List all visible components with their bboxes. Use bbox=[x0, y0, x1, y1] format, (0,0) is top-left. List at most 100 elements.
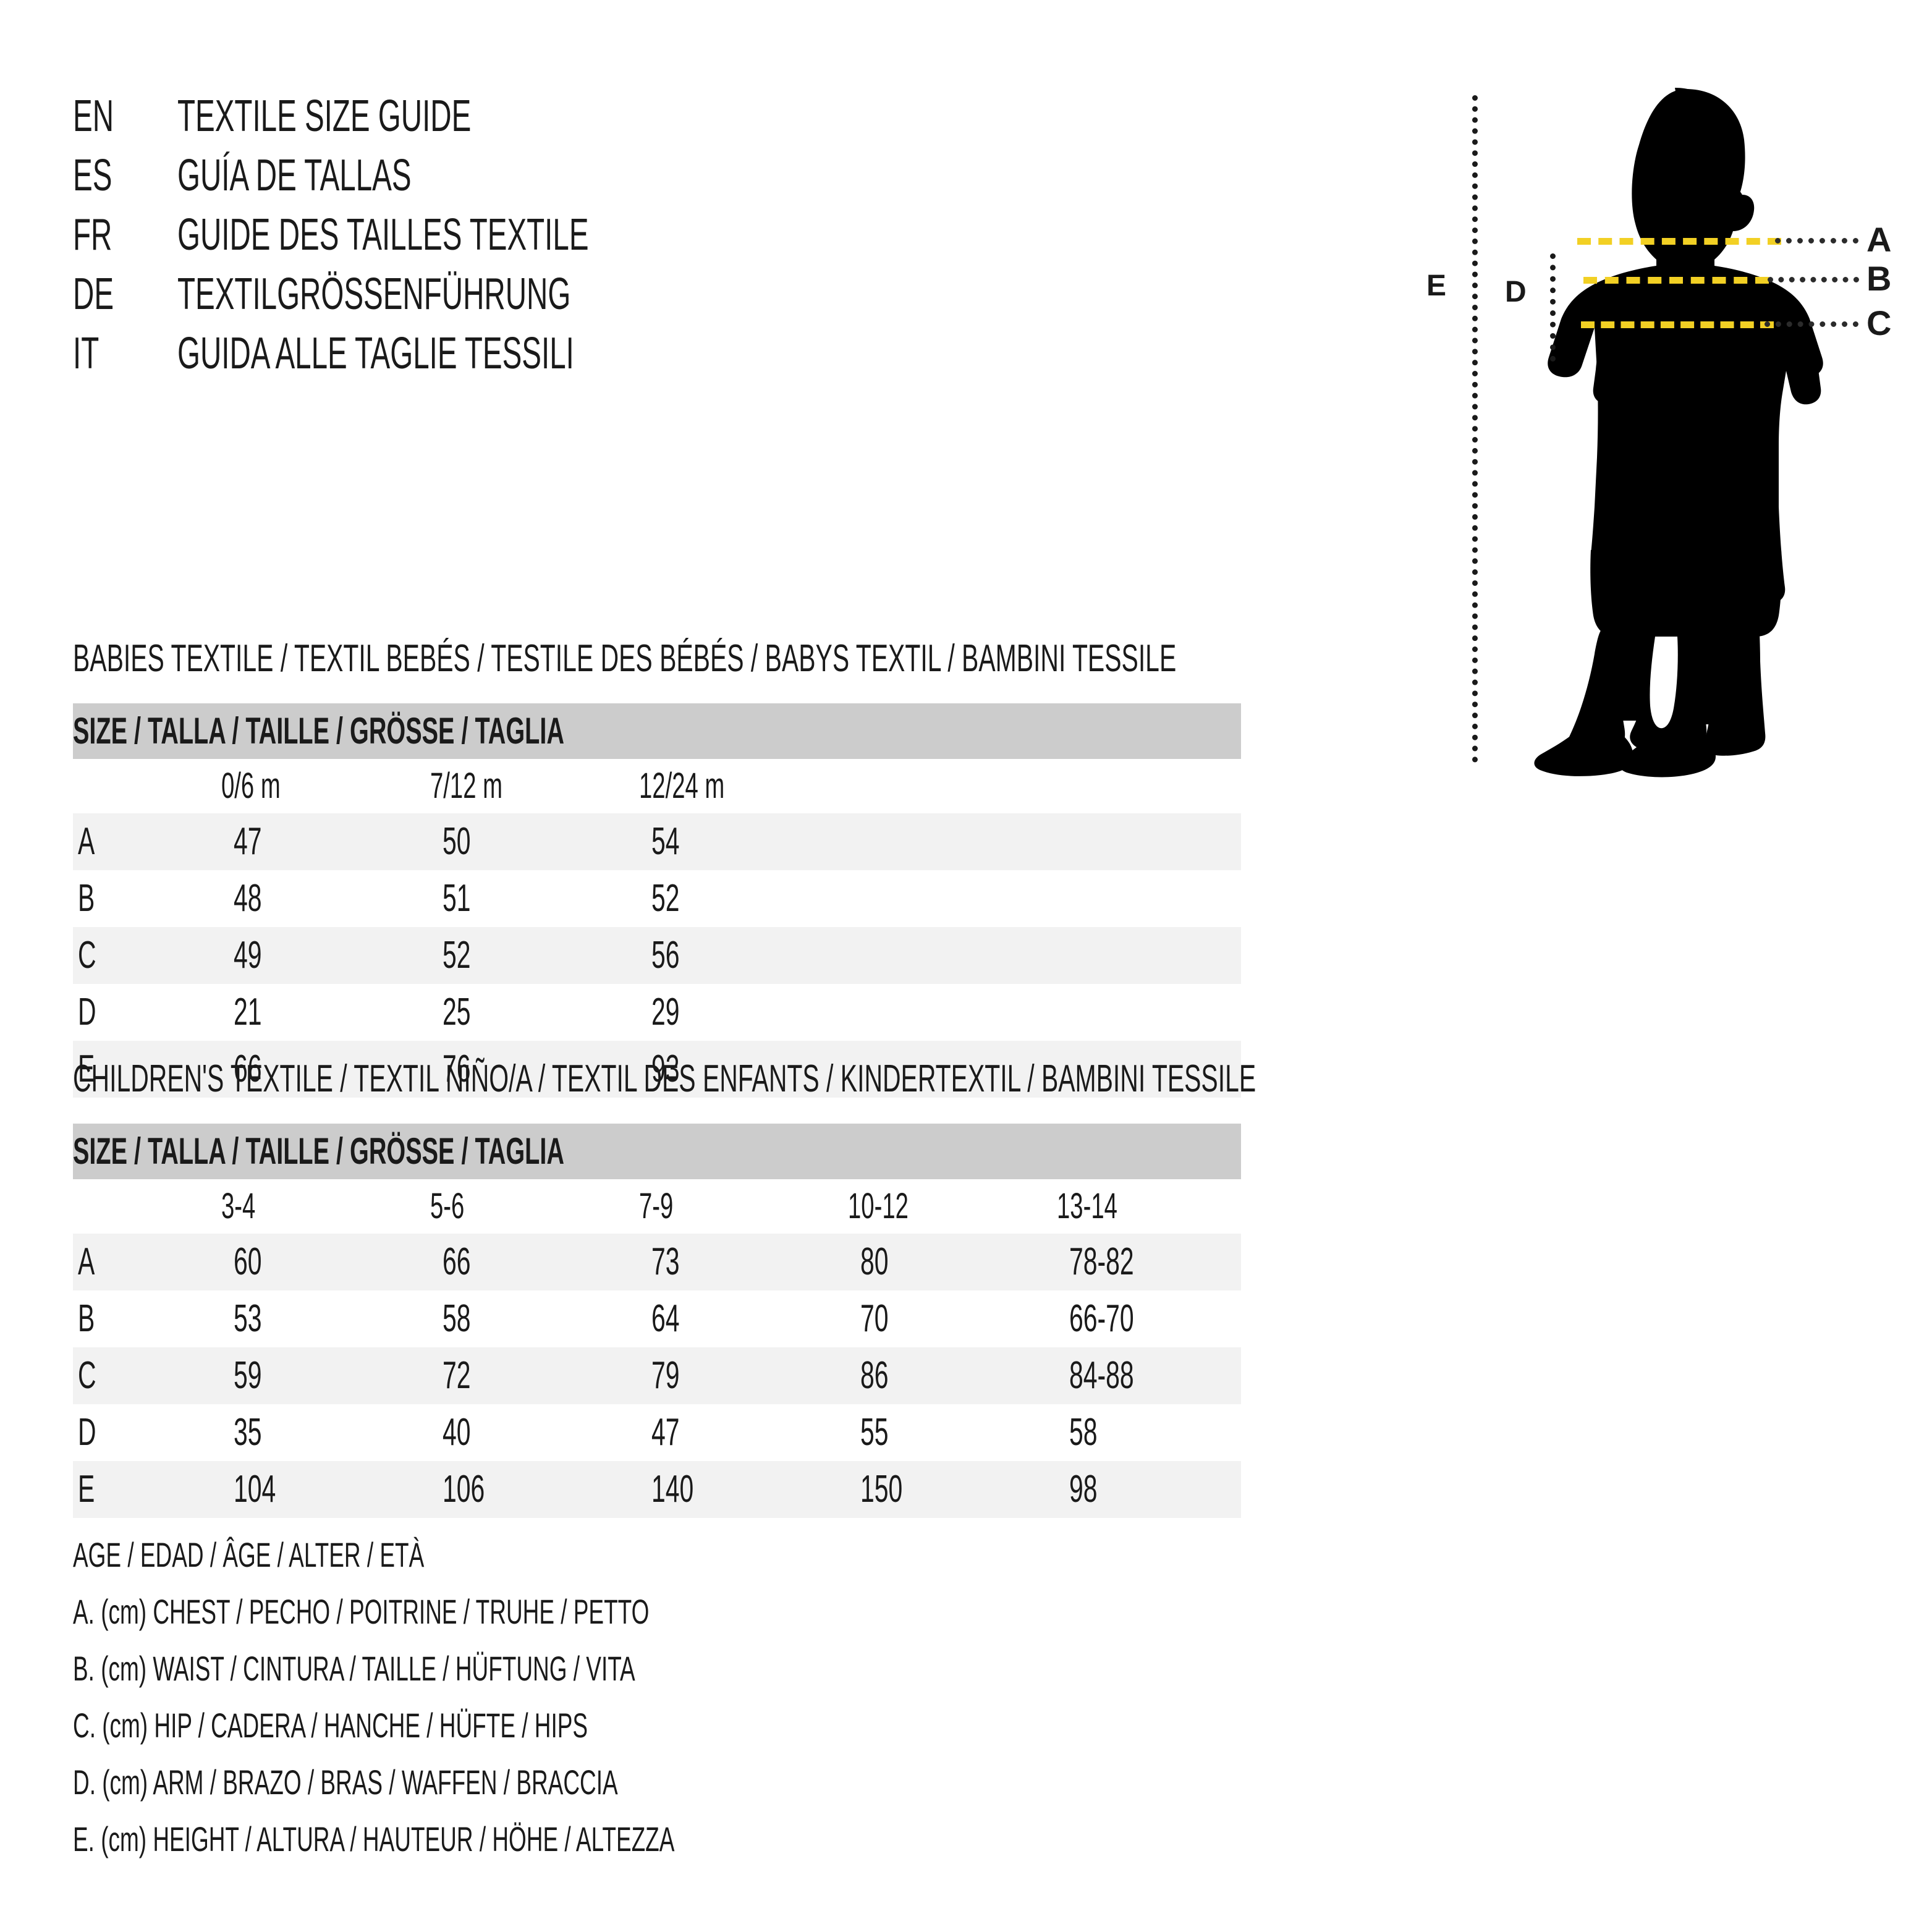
empty-cell bbox=[823, 870, 1032, 927]
babies-cell-a-0: 47 bbox=[197, 813, 405, 870]
children-col-header-0: 3-4 bbox=[197, 1179, 405, 1234]
language-row: DE TEXTILGRÖSSENFÜHRUNG bbox=[73, 265, 1309, 324]
legend-item-e: E. (cm) HEIGHT / ALTURA / HAUTEUR / HÖHE… bbox=[73, 1820, 675, 1858]
empty-cell bbox=[823, 1041, 1032, 1098]
babies-cell-d-0: 21 bbox=[234, 991, 262, 1033]
babies-col-header-1: 7/12 m bbox=[405, 759, 614, 813]
legend-item-d: D. (cm) ARM / BRAZO / BRAS / WAFFEN / BR… bbox=[73, 1763, 618, 1802]
empty-cell bbox=[1032, 927, 1242, 984]
children-cell-b-3: 70 bbox=[860, 1297, 889, 1340]
children-row-label-b: B bbox=[78, 1297, 95, 1340]
children-cell-b-2: 64 bbox=[651, 1297, 680, 1340]
language-row: EN TEXTILE SIZE GUIDE bbox=[73, 87, 1309, 146]
children-cell-c-1: 72 bbox=[405, 1347, 614, 1404]
babies-cell-c-1: 52 bbox=[405, 927, 614, 984]
height-reference-line bbox=[1472, 95, 1478, 763]
language-header-block: EN TEXTILE SIZE GUIDE ES GUÍA DE TALLAS … bbox=[73, 87, 1309, 383]
empty-cell bbox=[823, 813, 1032, 870]
babies-cell-c-0: 49 bbox=[197, 927, 405, 984]
children-cell-a-3: 80 bbox=[823, 1234, 1032, 1290]
hip-measure-line bbox=[1581, 321, 1774, 328]
empty-cell bbox=[823, 759, 1032, 813]
waist-leader-line bbox=[1768, 277, 1859, 282]
babies-cell-b-2: 52 bbox=[651, 877, 680, 920]
children-column-header-row: 3-4 5-6 7-9 10-12 13-14 bbox=[73, 1179, 1242, 1234]
children-cell-c-3: 86 bbox=[823, 1347, 1032, 1404]
babies-cell-e-0: 66 bbox=[197, 1041, 405, 1098]
babies-cell-b-0: 48 bbox=[234, 877, 262, 920]
babies-row-label-c: C bbox=[73, 927, 197, 984]
babies-section-title: BABIES TEXTILE / TEXTIL BEBÉS / TESTILE … bbox=[73, 637, 1177, 680]
babies-cell-c-2: 56 bbox=[614, 927, 823, 984]
legend-age-line: AGE / EDAD / ÂGE / ALTER / ETÀ bbox=[73, 1535, 425, 1574]
empty-cell bbox=[1032, 870, 1241, 927]
babies-col-header-0: 0/6 m bbox=[197, 759, 405, 813]
babies-cell-e-2: 93 bbox=[614, 1041, 823, 1098]
children-col-header-2: 7-9 bbox=[614, 1179, 823, 1234]
children-cell-a-4: 78-82 bbox=[1032, 1234, 1242, 1290]
babies-band-label: SIZE / TALLA / TAILLE / GRÖSSE / TAGLIA bbox=[73, 703, 1242, 759]
babies-row-label-b: B bbox=[78, 877, 95, 920]
babies-cell-a-1: 50 bbox=[405, 813, 614, 870]
children-col-header-4: 13-14 bbox=[1032, 1179, 1242, 1234]
figure-label-a: A bbox=[1866, 220, 1892, 259]
hip-leader-line bbox=[1765, 321, 1858, 327]
children-cell-b-0: 53 bbox=[234, 1297, 262, 1340]
language-code-de: DE bbox=[73, 269, 114, 319]
measurement-figure: E D A B C bbox=[1409, 80, 1904, 779]
children-cell-c-0: 59 bbox=[197, 1347, 405, 1404]
children-size-table: SIZE / TALLA / TAILLE / GRÖSSE / TAGLIA … bbox=[73, 1124, 1242, 1518]
empty-cell bbox=[1032, 984, 1241, 1041]
language-code-it: IT bbox=[73, 329, 100, 378]
legend-item-a: A. (cm) CHEST / PECHO / POITRINE / TRUHE… bbox=[73, 1592, 650, 1631]
guide-title-es: GUÍA DE TALLAS bbox=[177, 151, 412, 200]
language-row: FR GUIDE DES TAILLES TEXTILE bbox=[73, 205, 1309, 265]
babies-size-table: SIZE / TALLA / TAILLE / GRÖSSE / TAGLIA … bbox=[73, 703, 1242, 1098]
guide-title-en: TEXTILE SIZE GUIDE bbox=[177, 91, 472, 141]
empty-cell bbox=[1032, 1041, 1242, 1098]
table-row: E 66 76 93 bbox=[73, 1041, 1242, 1098]
figure-label-b: B bbox=[1866, 259, 1892, 298]
children-cell-e-0: 104 bbox=[197, 1461, 405, 1518]
arm-reference-line bbox=[1550, 253, 1556, 362]
language-code-fr: FR bbox=[73, 210, 112, 260]
children-band-label: SIZE / TALLA / TAILLE / GRÖSSE / TAGLIA bbox=[73, 1124, 1242, 1179]
table-row: B 48 51 52 bbox=[73, 870, 1241, 927]
table-band-row: SIZE / TALLA / TAILLE / GRÖSSE / TAGLIA bbox=[73, 1124, 1242, 1179]
empty-cell bbox=[1032, 813, 1242, 870]
table-row: A 47 50 54 bbox=[73, 813, 1242, 870]
children-cell-d-1: 40 bbox=[443, 1411, 471, 1454]
children-cell-a-2: 73 bbox=[614, 1234, 823, 1290]
children-row-label-d: D bbox=[78, 1411, 96, 1454]
guide-title-it: GUIDA ALLE TAGLIE TESSILI bbox=[177, 329, 575, 378]
children-section-title: CHILDREN'S TEXTILE / TEXTIL NIÑO/A / TEX… bbox=[73, 1057, 1256, 1100]
children-row-label-e: E bbox=[73, 1461, 197, 1518]
table-row: D 35 40 47 55 58 bbox=[73, 1404, 1241, 1461]
guide-title-fr: GUIDE DES TAILLES TEXTILE bbox=[177, 210, 589, 260]
figure-label-c: C bbox=[1866, 303, 1892, 342]
table-row: B 53 58 64 70 66-70 bbox=[73, 1290, 1241, 1347]
babies-cell-d-2: 29 bbox=[651, 991, 680, 1033]
children-col-header-1: 5-6 bbox=[405, 1179, 614, 1234]
babies-column-header-row: 0/6 m 7/12 m 12/24 m bbox=[73, 759, 1242, 813]
children-cell-c-2: 79 bbox=[614, 1347, 823, 1404]
babies-row-label-a: A bbox=[73, 813, 197, 870]
chest-leader-line bbox=[1775, 238, 1858, 244]
table-row: C 49 52 56 bbox=[73, 927, 1242, 984]
children-cell-e-1: 106 bbox=[405, 1461, 614, 1518]
legend-block: AGE / EDAD / ÂGE / ALTER / ETÀ A. (cm) C… bbox=[73, 1527, 1309, 1868]
child-silhouette-shape bbox=[1534, 89, 1823, 777]
language-code-es: ES bbox=[73, 151, 112, 200]
children-cell-a-1: 66 bbox=[405, 1234, 614, 1290]
table-row: D 21 25 29 bbox=[73, 984, 1241, 1041]
children-cell-d-0: 35 bbox=[234, 1411, 262, 1454]
children-cell-b-4: 66-70 bbox=[1069, 1297, 1134, 1340]
children-cell-a-0: 60 bbox=[197, 1234, 405, 1290]
guide-title-de: TEXTILGRÖSSENFÜHRUNG bbox=[177, 269, 571, 319]
babies-cell-b-1: 51 bbox=[443, 877, 471, 920]
children-cell-e-2: 140 bbox=[614, 1461, 823, 1518]
babies-cell-a-2: 54 bbox=[614, 813, 823, 870]
babies-row-label-d: D bbox=[78, 991, 96, 1033]
children-row-label-c: C bbox=[73, 1347, 197, 1404]
babies-row-label-e: E bbox=[73, 1041, 197, 1098]
